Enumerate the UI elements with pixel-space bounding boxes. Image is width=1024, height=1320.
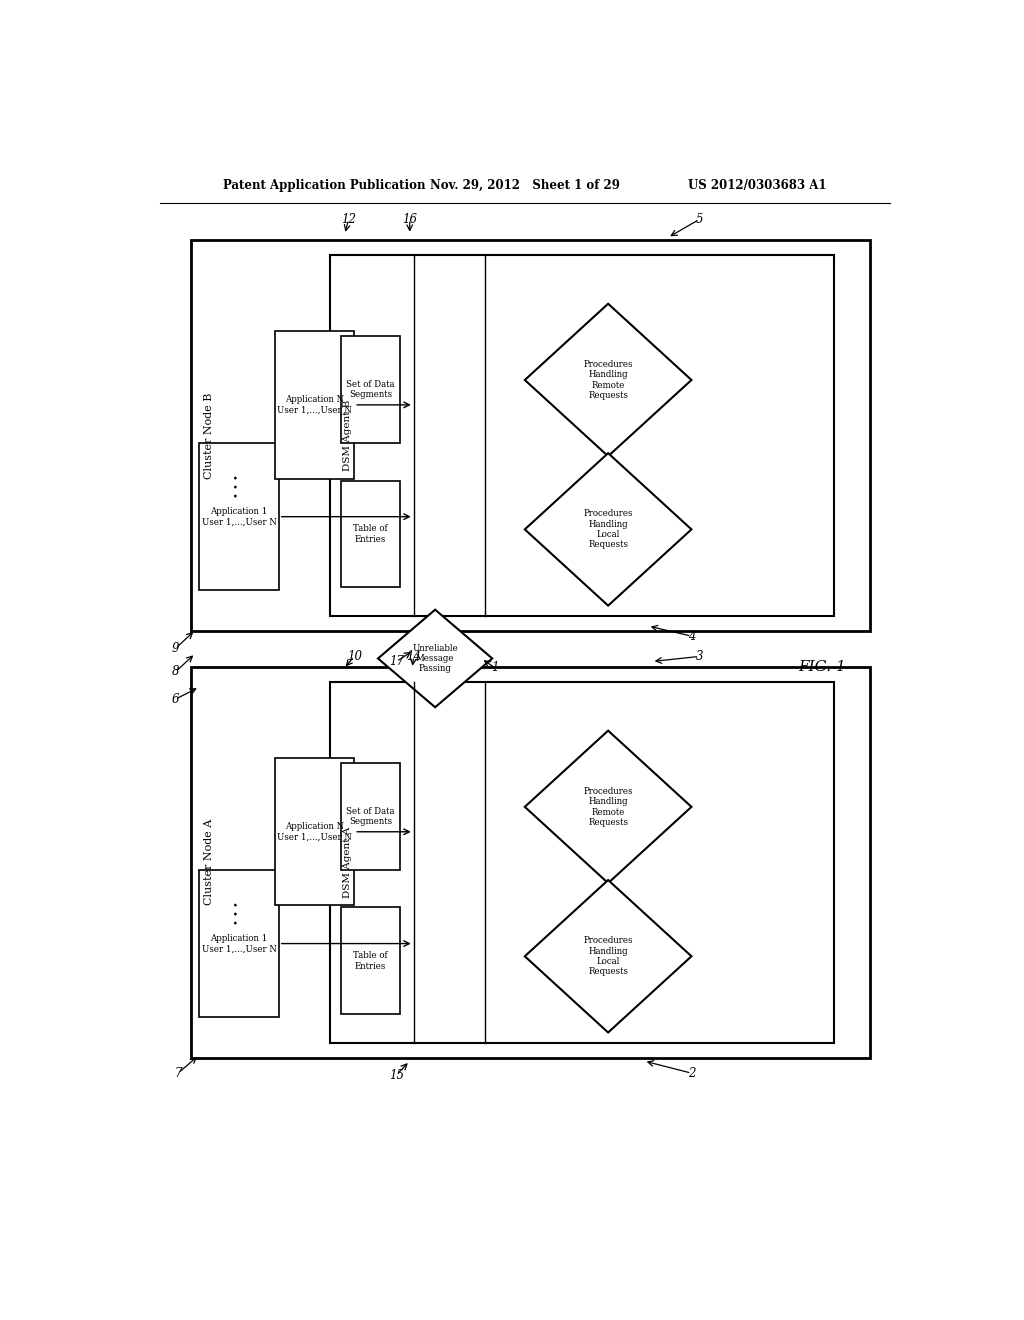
- Bar: [200, 870, 279, 1018]
- Text: 2: 2: [688, 1067, 695, 1080]
- Text: 12: 12: [341, 213, 356, 226]
- Polygon shape: [524, 880, 691, 1032]
- Bar: [191, 667, 870, 1057]
- Polygon shape: [524, 304, 691, 457]
- Text: Unreliable
Message
Passing: Unreliable Message Passing: [413, 644, 458, 673]
- Text: FIG. 1: FIG. 1: [799, 660, 846, 673]
- Text: Application N
User 1,...,User N: Application N User 1,...,User N: [278, 822, 352, 841]
- Text: • • •: • • •: [233, 900, 242, 924]
- Bar: [341, 907, 400, 1014]
- Bar: [331, 682, 835, 1043]
- Text: Procedures
Handling
Local
Requests: Procedures Handling Local Requests: [584, 510, 633, 549]
- Text: Set of Data
Segments: Set of Data Segments: [346, 380, 394, 400]
- Text: Application 1
User 1,...,User N: Application 1 User 1,...,User N: [202, 507, 276, 527]
- Text: 10: 10: [347, 649, 361, 663]
- Text: Application 1
User 1,...,User N: Application 1 User 1,...,User N: [202, 933, 276, 953]
- Text: 3: 3: [695, 649, 703, 663]
- Text: 8: 8: [172, 665, 179, 678]
- Bar: [191, 240, 870, 631]
- Bar: [341, 337, 400, 444]
- Bar: [331, 255, 835, 615]
- Bar: [341, 763, 400, 870]
- Text: • • •: • • •: [233, 474, 242, 498]
- Text: Set of Data
Segments: Set of Data Segments: [346, 807, 394, 826]
- Text: Application N
User 1,...,User N: Application N User 1,...,User N: [278, 395, 352, 414]
- Text: US 2012/0303683 A1: US 2012/0303683 A1: [688, 180, 826, 191]
- Text: Procedures
Handling
Local
Requests: Procedures Handling Local Requests: [584, 936, 633, 977]
- Bar: [200, 444, 279, 590]
- Text: 5: 5: [695, 213, 703, 226]
- Text: DSM Agent B: DSM Agent B: [343, 400, 352, 471]
- Text: Table of
Entries: Table of Entries: [353, 952, 388, 970]
- Text: 17: 17: [389, 655, 403, 668]
- Text: Procedures
Handling
Remote
Requests: Procedures Handling Remote Requests: [584, 787, 633, 826]
- Text: 1: 1: [490, 661, 499, 675]
- Text: 16: 16: [402, 213, 417, 226]
- Text: Cluster Node B: Cluster Node B: [204, 392, 214, 479]
- Polygon shape: [378, 610, 493, 708]
- Polygon shape: [524, 731, 691, 883]
- Text: 15: 15: [389, 1069, 403, 1081]
- Text: Patent Application Publication: Patent Application Publication: [223, 180, 426, 191]
- Text: 6: 6: [172, 693, 179, 706]
- Text: 9: 9: [172, 642, 179, 655]
- Text: 4: 4: [688, 630, 695, 643]
- Text: 7: 7: [174, 1067, 181, 1080]
- Bar: [274, 758, 354, 906]
- Polygon shape: [524, 453, 691, 606]
- Text: Cluster Node A: Cluster Node A: [204, 820, 214, 906]
- Text: Table of
Entries: Table of Entries: [353, 524, 388, 544]
- Text: 14: 14: [407, 649, 421, 663]
- Text: Procedures
Handling
Remote
Requests: Procedures Handling Remote Requests: [584, 360, 633, 400]
- Bar: [274, 331, 354, 479]
- Text: Nov. 29, 2012   Sheet 1 of 29: Nov. 29, 2012 Sheet 1 of 29: [430, 180, 620, 191]
- Text: DSM Agent A: DSM Agent A: [343, 826, 352, 898]
- Bar: [341, 480, 400, 587]
